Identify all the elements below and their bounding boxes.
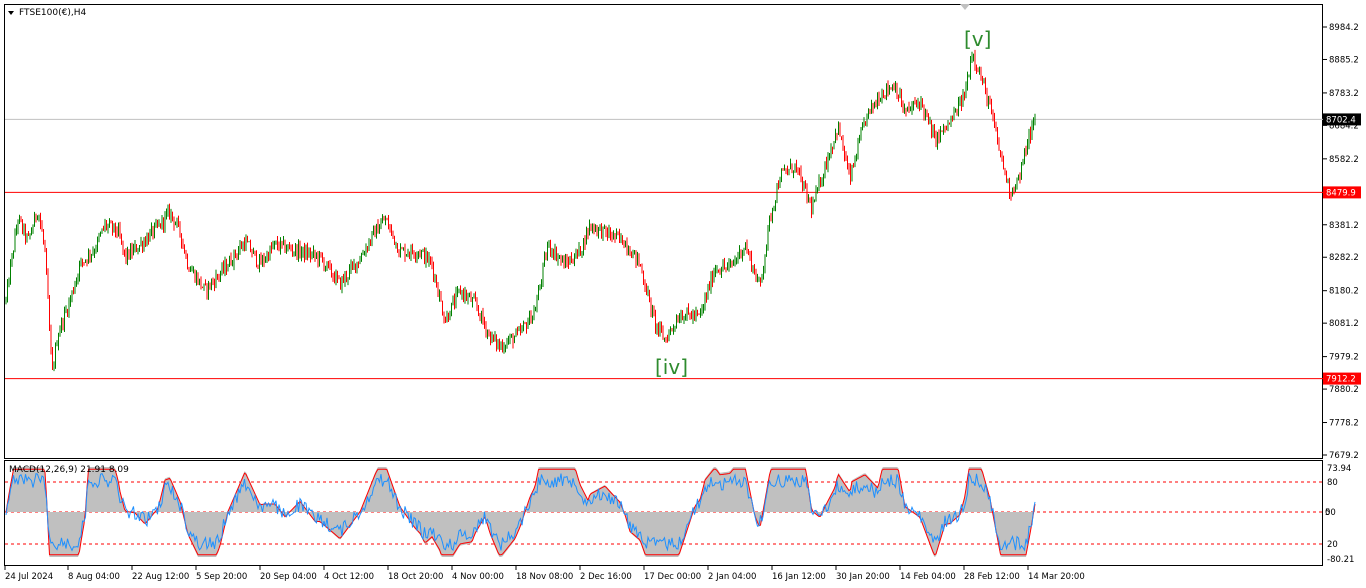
wave-label-iv: [iv] [655, 355, 688, 379]
price-tick-label: 8282.2 [1329, 253, 1359, 263]
candlestick-series [5, 49, 1036, 372]
price-tick-label: 7778.2 [1329, 419, 1359, 429]
macd-axis: 73.94 80 500 20 -80.21 [1325, 464, 1354, 565]
time-tick-label: 22 Aug 12:00 [132, 572, 189, 582]
level-tag: 8479.9 [1326, 188, 1356, 198]
price-tick-label: 8180.2 [1329, 287, 1359, 297]
macd-title: MACD(12,26,9) 21.91 8.09 [9, 465, 129, 475]
macd-tick-label: -80.21 [1327, 555, 1354, 565]
macd-tick-label: 0 [1325, 508, 1330, 518]
time-tick-label: 4 Oct 12:00 [324, 572, 374, 582]
macd-signal-line [5, 468, 1036, 556]
time-tick-label: 2 Jan 04:00 [708, 572, 756, 582]
time-tick-label: 24 Jul 2024 [5, 572, 53, 582]
price-tick-label: 8984.2 [1329, 23, 1359, 33]
level-tag-bg [1323, 186, 1361, 199]
macd-tick-label: 50 [1325, 508, 1336, 518]
level-tag: 7912.2 [1326, 375, 1356, 385]
time-tick-label: 14 Mar 20:00 [1028, 572, 1085, 582]
price-axis: 8984.28885.28783.28684.28582.28480.28381… [1323, 23, 1359, 461]
time-tick-label: 28 Feb 12:00 [964, 572, 1020, 582]
time-tick-label: 14 Feb 04:00 [900, 572, 956, 582]
price-tick-label: 7880.2 [1329, 385, 1359, 395]
time-tick-label: 18 Oct 20:00 [388, 572, 443, 582]
time-axis: 24 Jul 2024 8 Aug 04:00 22 Aug 12:00 5 Sep … [4, 566, 1085, 582]
price-tick-label: 8381.2 [1329, 221, 1359, 231]
macd-main-line [5, 471, 1036, 552]
macd-tick-label: 20 [1327, 540, 1338, 550]
shift-marker-icon[interactable] [960, 4, 970, 10]
time-tick-label: 18 Nov 08:00 [516, 572, 573, 582]
current-price-tag-bg [1323, 113, 1361, 126]
price-pane-frame[interactable] [4, 4, 1323, 459]
price-tick-label: 7679.2 [1329, 451, 1359, 461]
time-tick-label: 2 Dec 16:00 [580, 572, 632, 582]
macd-indicator [5, 467, 1323, 557]
macd-tick-label: 73.94 [1327, 464, 1351, 474]
price-tick-label: 8684.2 [1329, 121, 1359, 131]
price-tags: 8702.4 8479.9 7912.2 [1323, 113, 1361, 385]
triangle-down-icon[interactable] [8, 11, 14, 15]
time-tick-label: 16 Jan 12:00 [772, 572, 826, 582]
time-tick-label: 5 Sep 20:00 [196, 572, 247, 582]
time-tick-label: 8 Aug 04:00 [68, 572, 120, 582]
level-tag-bg [1323, 372, 1361, 385]
price-tick-label: 8885.2 [1329, 55, 1359, 65]
wave-label-v: [v] [964, 27, 991, 51]
time-tick-label: 30 Jan 20:00 [836, 572, 890, 582]
time-tick-label: 17 Dec 00:00 [644, 572, 701, 582]
price-tick-label: 8783.2 [1329, 89, 1359, 99]
macd-histogram [6, 467, 1035, 557]
price-tick-label: 8582.2 [1329, 155, 1359, 165]
horizontal-levels [5, 118, 1323, 380]
macd-tick-label: 80 [1327, 478, 1338, 488]
price-tick-label: 8081.2 [1329, 319, 1359, 329]
time-tick-label: 20 Sep 04:00 [260, 572, 317, 582]
price-tick-label: 7979.2 [1329, 353, 1359, 363]
symbol-title: FTSE100(€),H4 [19, 8, 86, 18]
time-tick-label: 4 Nov 00:00 [452, 572, 504, 582]
current-price-tag: 8702.4 [1326, 115, 1356, 125]
